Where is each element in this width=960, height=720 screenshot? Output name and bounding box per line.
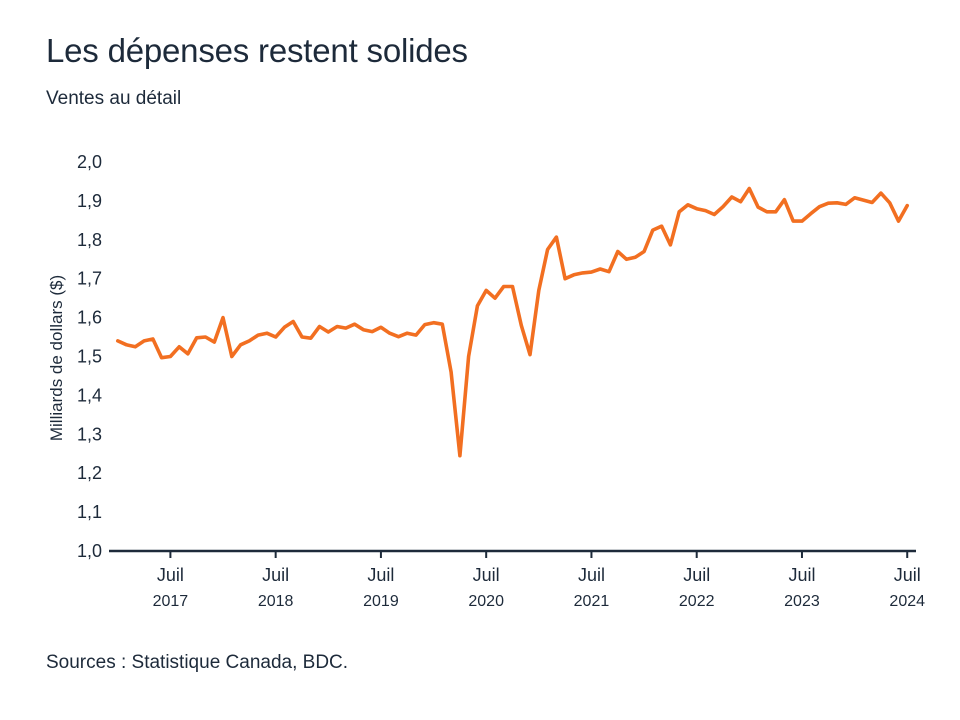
x-tick-year-label: 2021 [574, 593, 610, 610]
y-tick-label: 1,1 [77, 502, 102, 522]
x-tick-year-label: 2024 [889, 593, 925, 610]
y-tick-label: 1,3 [77, 424, 102, 444]
y-tick-label: 1,7 [77, 269, 102, 289]
x-tick-month-label: Juil [578, 565, 605, 585]
x-tick-month-label: Juil [683, 565, 710, 585]
x-tick-year-label: 2020 [468, 593, 504, 610]
x-tick-year-label: 2018 [258, 593, 294, 610]
x-tick-year-label: 2022 [679, 593, 715, 610]
x-tick-month-label: Juil [367, 565, 394, 585]
retail-sales-line [116, 186, 909, 458]
y-tick-label: 1,4 [77, 385, 102, 405]
y-tick-label: 1,9 [77, 191, 102, 211]
y-tick-label: 1,8 [77, 230, 102, 250]
y-tick-label: 1,0 [77, 541, 102, 561]
x-tick-month-label: Juil [894, 565, 921, 585]
source-note: Sources : Statistique Canada, BDC. [46, 652, 349, 673]
y-axis-label: Milliards de dollars ($) [47, 275, 66, 441]
y-axis-ticks: 1,0 1,1 1,2 1,3 1,4 1,5 1,6 1,7 1,8 1,9 2,0 [77, 152, 102, 561]
chart-subtitle: Ventes au détail [46, 88, 182, 109]
x-tick-month-label: Juil [788, 565, 815, 585]
x-tick-year-label: 2017 [153, 593, 189, 610]
x-tick-month-label: Juil [262, 565, 289, 585]
x-tick-year-label: 2023 [784, 593, 820, 610]
x-tick-year-label: 2019 [363, 593, 399, 610]
x-axis-ticks: Juil 2017 Juil 2018 Juil 2019 Juil 2020 Juil 2021… [153, 551, 925, 610]
chart-title: Les dépenses restent solides [46, 32, 468, 69]
x-tick-month-label: Juil [473, 565, 500, 585]
x-tick-month-label: Juil [157, 565, 184, 585]
y-tick-label: 1,5 [77, 347, 102, 367]
y-tick-label: 1,2 [77, 463, 102, 483]
y-tick-label: 2,0 [77, 152, 102, 172]
y-tick-label: 1,6 [77, 308, 102, 328]
